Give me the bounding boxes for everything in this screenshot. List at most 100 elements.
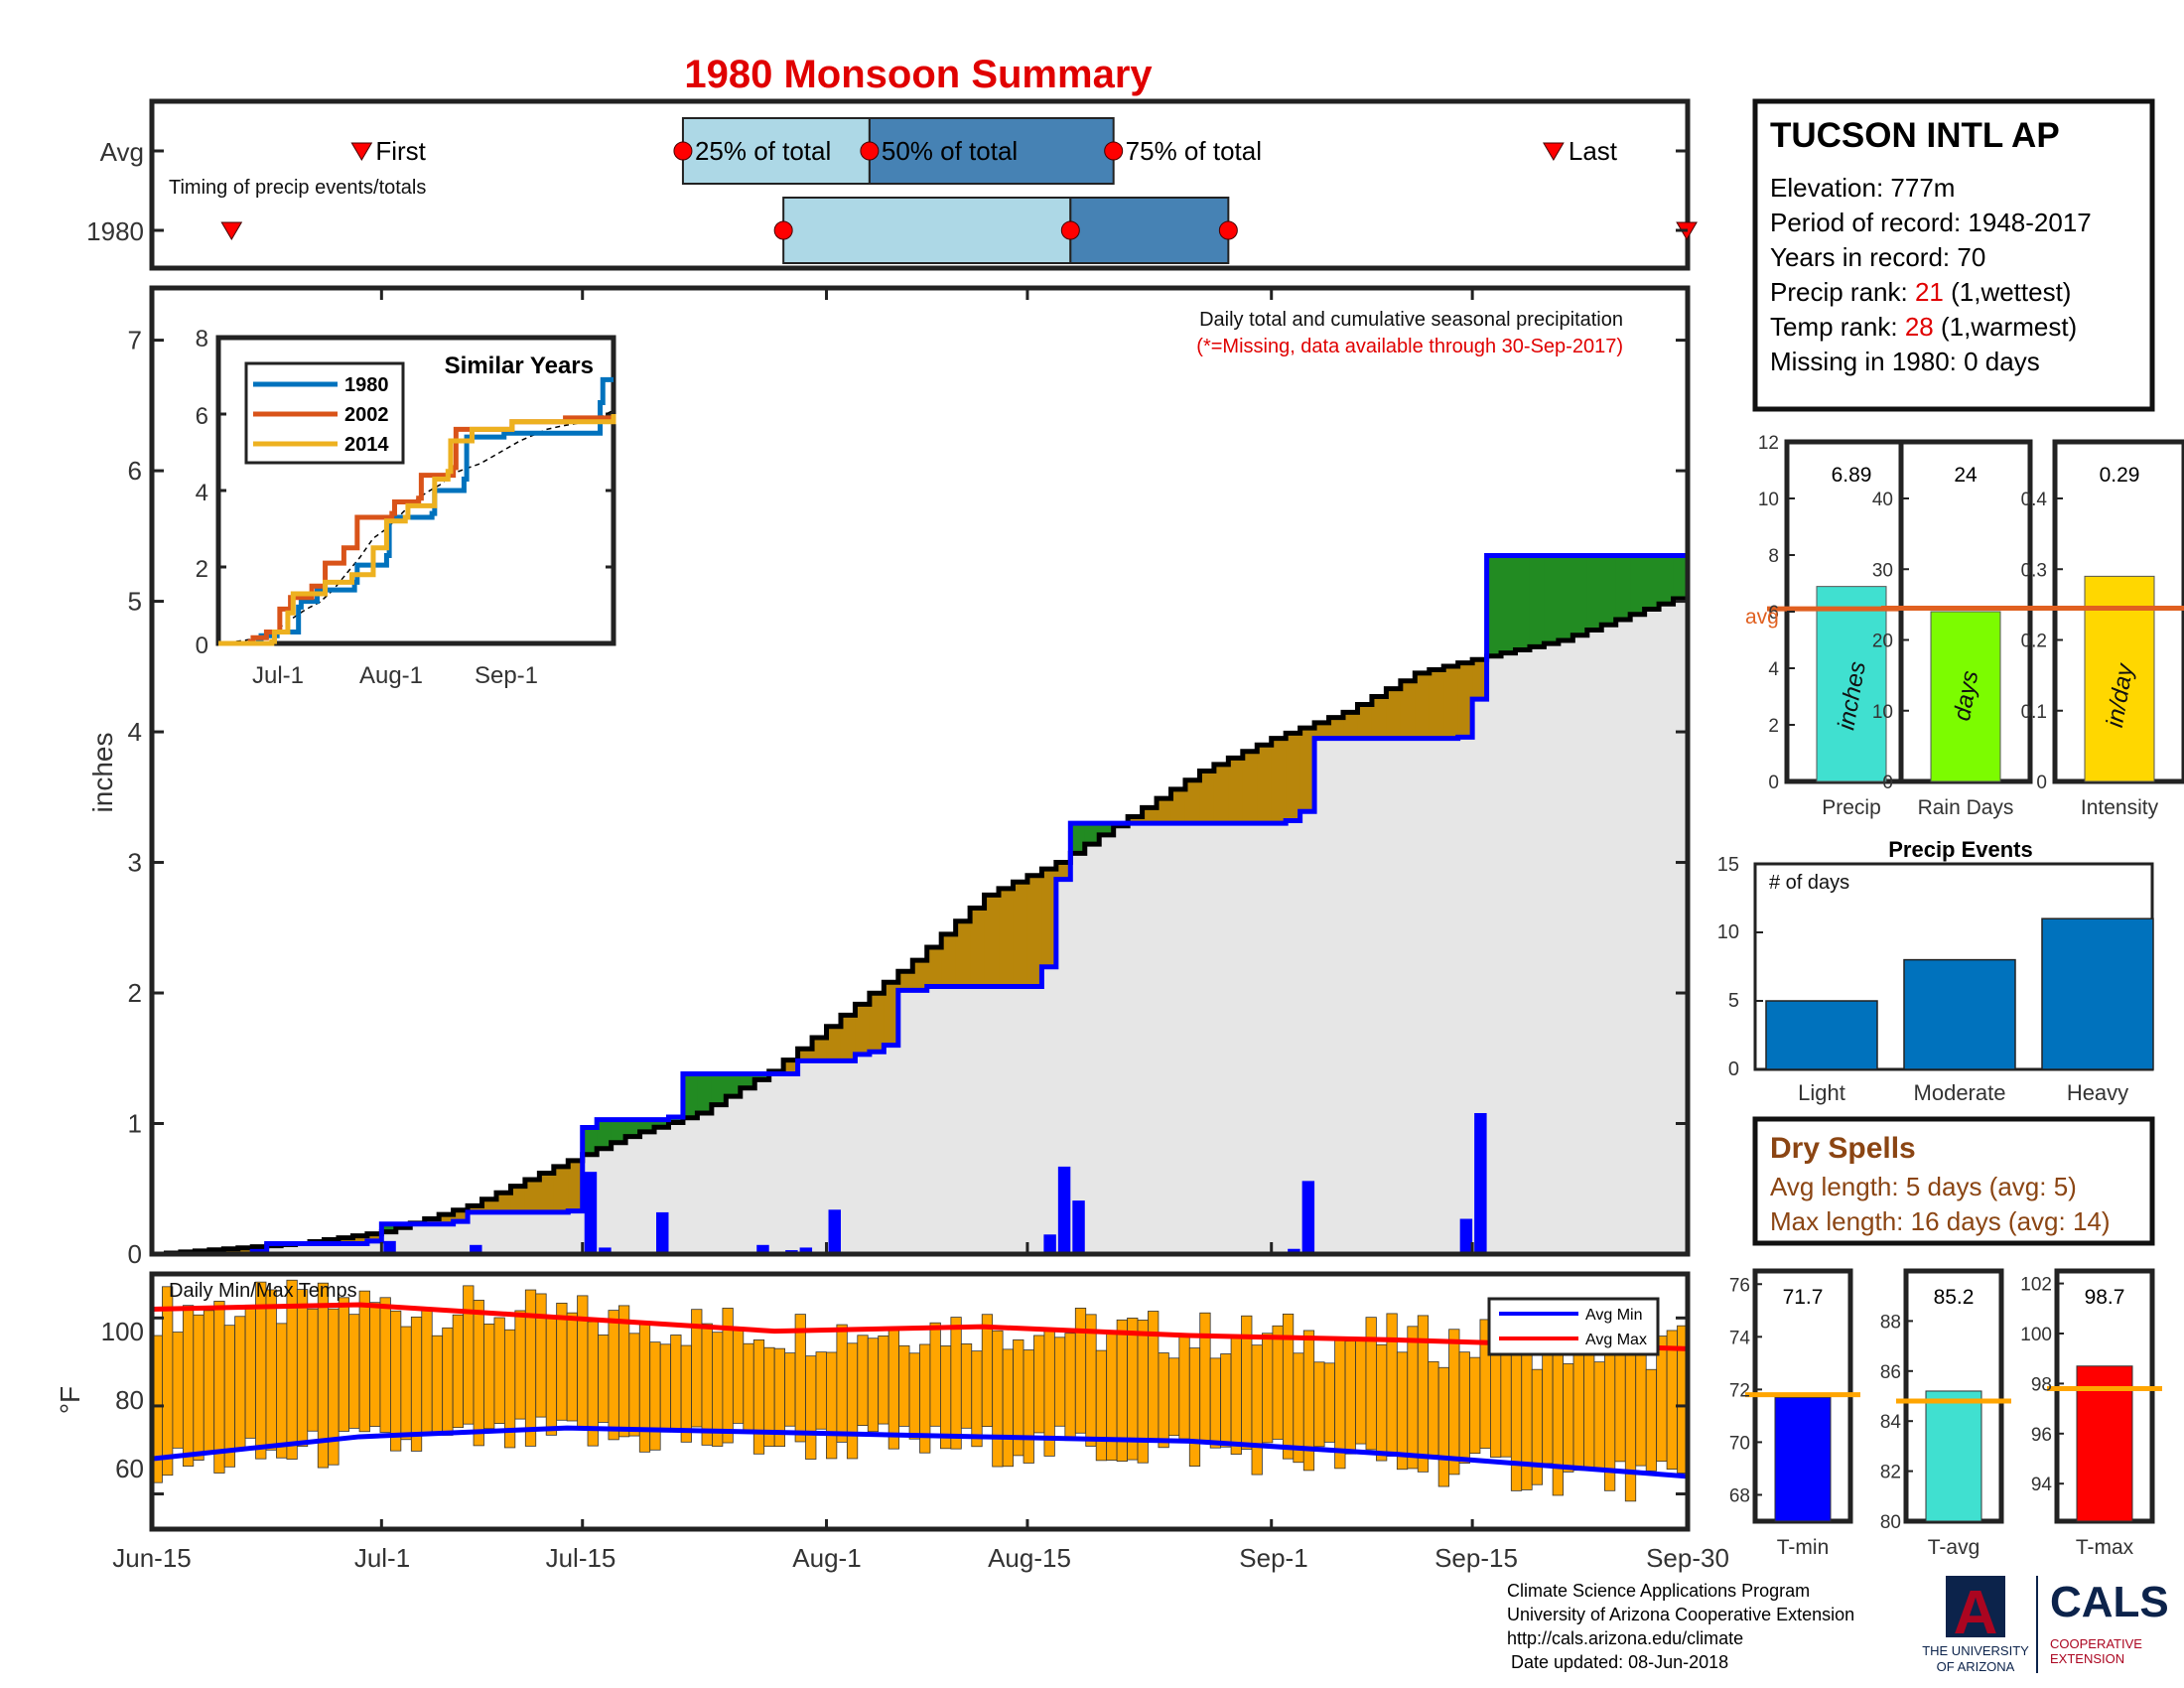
above-average-area: [625, 1119, 641, 1137]
cumulative-base-fill: [797, 1060, 813, 1254]
daily-precip-bar: [1474, 1112, 1487, 1254]
temps-ytick-80: 80: [115, 1385, 144, 1415]
daily-temp-bar: [826, 1351, 838, 1460]
daily-temp-bar: [1053, 1336, 1066, 1427]
cumulative-base-fill: [941, 986, 957, 1254]
daily-temp-bar: [1407, 1326, 1419, 1470]
temp-summary-bar-2: [2076, 1365, 2133, 1522]
cumulative-base-fill: [1400, 738, 1416, 1254]
below-average-area: [1157, 798, 1172, 824]
daily-temp-bar: [1272, 1325, 1284, 1440]
daily-temp-bar: [483, 1323, 495, 1430]
above-average-area: [1529, 555, 1546, 647]
cumulative-base-fill: [682, 1117, 699, 1254]
summary-tick-label: 30: [1872, 560, 1893, 581]
below-average-area: [1242, 751, 1258, 824]
inset-legend-2002: 2002: [344, 404, 389, 426]
temp-summary-tick-label: 86: [1880, 1362, 1901, 1383]
cumulative-base-fill: [1415, 738, 1431, 1254]
daily-temp-bar: [1313, 1361, 1325, 1448]
below-average-area: [223, 1248, 239, 1254]
daily-temp-bar: [617, 1305, 630, 1438]
ua-logo-text-2: OF ARIZONA: [1937, 1659, 2015, 1674]
dry-spells-avg: Avg length: 5 days (avg: 5): [1770, 1172, 2077, 1201]
daily-temp-bar: [410, 1316, 423, 1452]
cumulative-base-fill: [1572, 634, 1588, 1254]
daily-temp-bar: [1148, 1311, 1160, 1444]
summary-bar-1: [1930, 611, 2001, 782]
daily-temp-bar: [296, 1289, 309, 1448]
daily-temp-bar: [1645, 1368, 1658, 1472]
ua-logo-letter: A: [1954, 1579, 1998, 1647]
below-average-area: [826, 1026, 842, 1061]
summary-value-1: 24: [1954, 464, 1978, 487]
above-average-area: [1644, 555, 1660, 610]
daily-temp-bar: [1199, 1312, 1211, 1442]
daily-temp-bar: [442, 1327, 454, 1436]
daily-temp-bar: [960, 1343, 973, 1429]
below-average-area: [553, 1166, 569, 1212]
cumulative-base-fill: [611, 1142, 626, 1254]
cumulative-base-fill: [439, 1223, 455, 1254]
summary-tick-label: 6: [1768, 603, 1779, 624]
below-average-area: [1386, 688, 1402, 739]
cumulative-base-fill: [726, 1096, 742, 1254]
daily-temp-bar: [431, 1335, 444, 1434]
daily-precip-bar: [1057, 1166, 1071, 1254]
events-ytick-5: 5: [1728, 990, 1739, 1012]
avg-quartile-marker: [673, 141, 693, 161]
daily-temp-bar: [1085, 1314, 1097, 1447]
above-average-area: [1084, 823, 1100, 845]
events-ylabel: # of days: [1769, 872, 1849, 894]
temperature-panel: Daily Min/Max Temps °F 60 80 100 Avg Min…: [55, 1271, 1691, 1532]
inset-xtick-jul: Jul-1: [252, 662, 304, 689]
cumulative-base-fill: [1257, 823, 1273, 1254]
temperature-summary-bars: 71.7 T-min 68 70 72 74 76 85.2 T-avg 80 82 84 86 88 98…: [1729, 1268, 2162, 1559]
daily-temp-bar: [867, 1337, 880, 1433]
daily-temp-bar: [1666, 1330, 1678, 1471]
temp-summary-tick-label: 70: [1729, 1433, 1750, 1454]
cumulative-base-fill: [1357, 738, 1373, 1254]
dry-spells-title: Dry Spells: [1770, 1132, 1916, 1165]
daily-temp-bar: [1220, 1353, 1232, 1448]
daily-temp-bar: [1448, 1329, 1460, 1476]
above-average-area: [1659, 555, 1675, 605]
cumulative-base-fill: [639, 1131, 655, 1254]
below-average-area: [510, 1186, 526, 1212]
daily-temp-bar: [1437, 1366, 1449, 1487]
events-ytick-15: 15: [1717, 854, 1739, 876]
main-ytick-label: 0: [128, 1239, 142, 1269]
below-average-area: [1184, 779, 1201, 824]
daily-temp-bar: [1167, 1357, 1180, 1437]
daily-temp-bar: [1563, 1363, 1574, 1473]
daily-temp-bar: [846, 1342, 859, 1460]
cumulative-base-fill: [597, 1148, 613, 1254]
cumulative-base-fill: [524, 1211, 540, 1254]
cals-logo-sub-1: COOPERATIVE: [2050, 1636, 2142, 1651]
daily-temp-bar: [1209, 1357, 1222, 1449]
below-average-area: [1429, 669, 1444, 739]
daily-precip-bar: [656, 1211, 669, 1254]
inset-legend-2014: 2014: [344, 434, 389, 456]
daily-temp-bar: [493, 1317, 505, 1424]
daily-temp-bar: [1188, 1347, 1201, 1468]
daily-temp-bar: [545, 1318, 558, 1436]
xtick-sep1: Sep-1: [1239, 1543, 1307, 1573]
daily-temp-bar: [1023, 1349, 1034, 1464]
temps-ytick-60: 60: [115, 1454, 144, 1483]
event-bar-heavy: [2041, 917, 2154, 1070]
daily-temp-bar: [898, 1344, 910, 1427]
similar-years-inset: Similar Years 1980 2002 2014 8 6 4 2 0 J…: [196, 326, 616, 689]
temp-summary-tick-label: 68: [1729, 1485, 1750, 1506]
temp-summary-tick-label: 76: [1729, 1275, 1750, 1296]
cumulative-base-fill: [539, 1211, 555, 1254]
cumulative-base-fill: [926, 986, 942, 1254]
summary-tick-label: 0.2: [2021, 632, 2047, 652]
cals-logo-text: CALS: [2050, 1578, 2169, 1626]
daily-temp-bar: [223, 1325, 236, 1468]
temps-title: Daily Min/Max Temps: [169, 1280, 357, 1302]
temp-summary-tick-label: 102: [2020, 1275, 2052, 1296]
inset-ytick-4: 4: [196, 480, 208, 506]
temp-summary-tick-label: 72: [1729, 1380, 1750, 1401]
temp-summary-label-0: T-min: [1777, 1536, 1830, 1559]
